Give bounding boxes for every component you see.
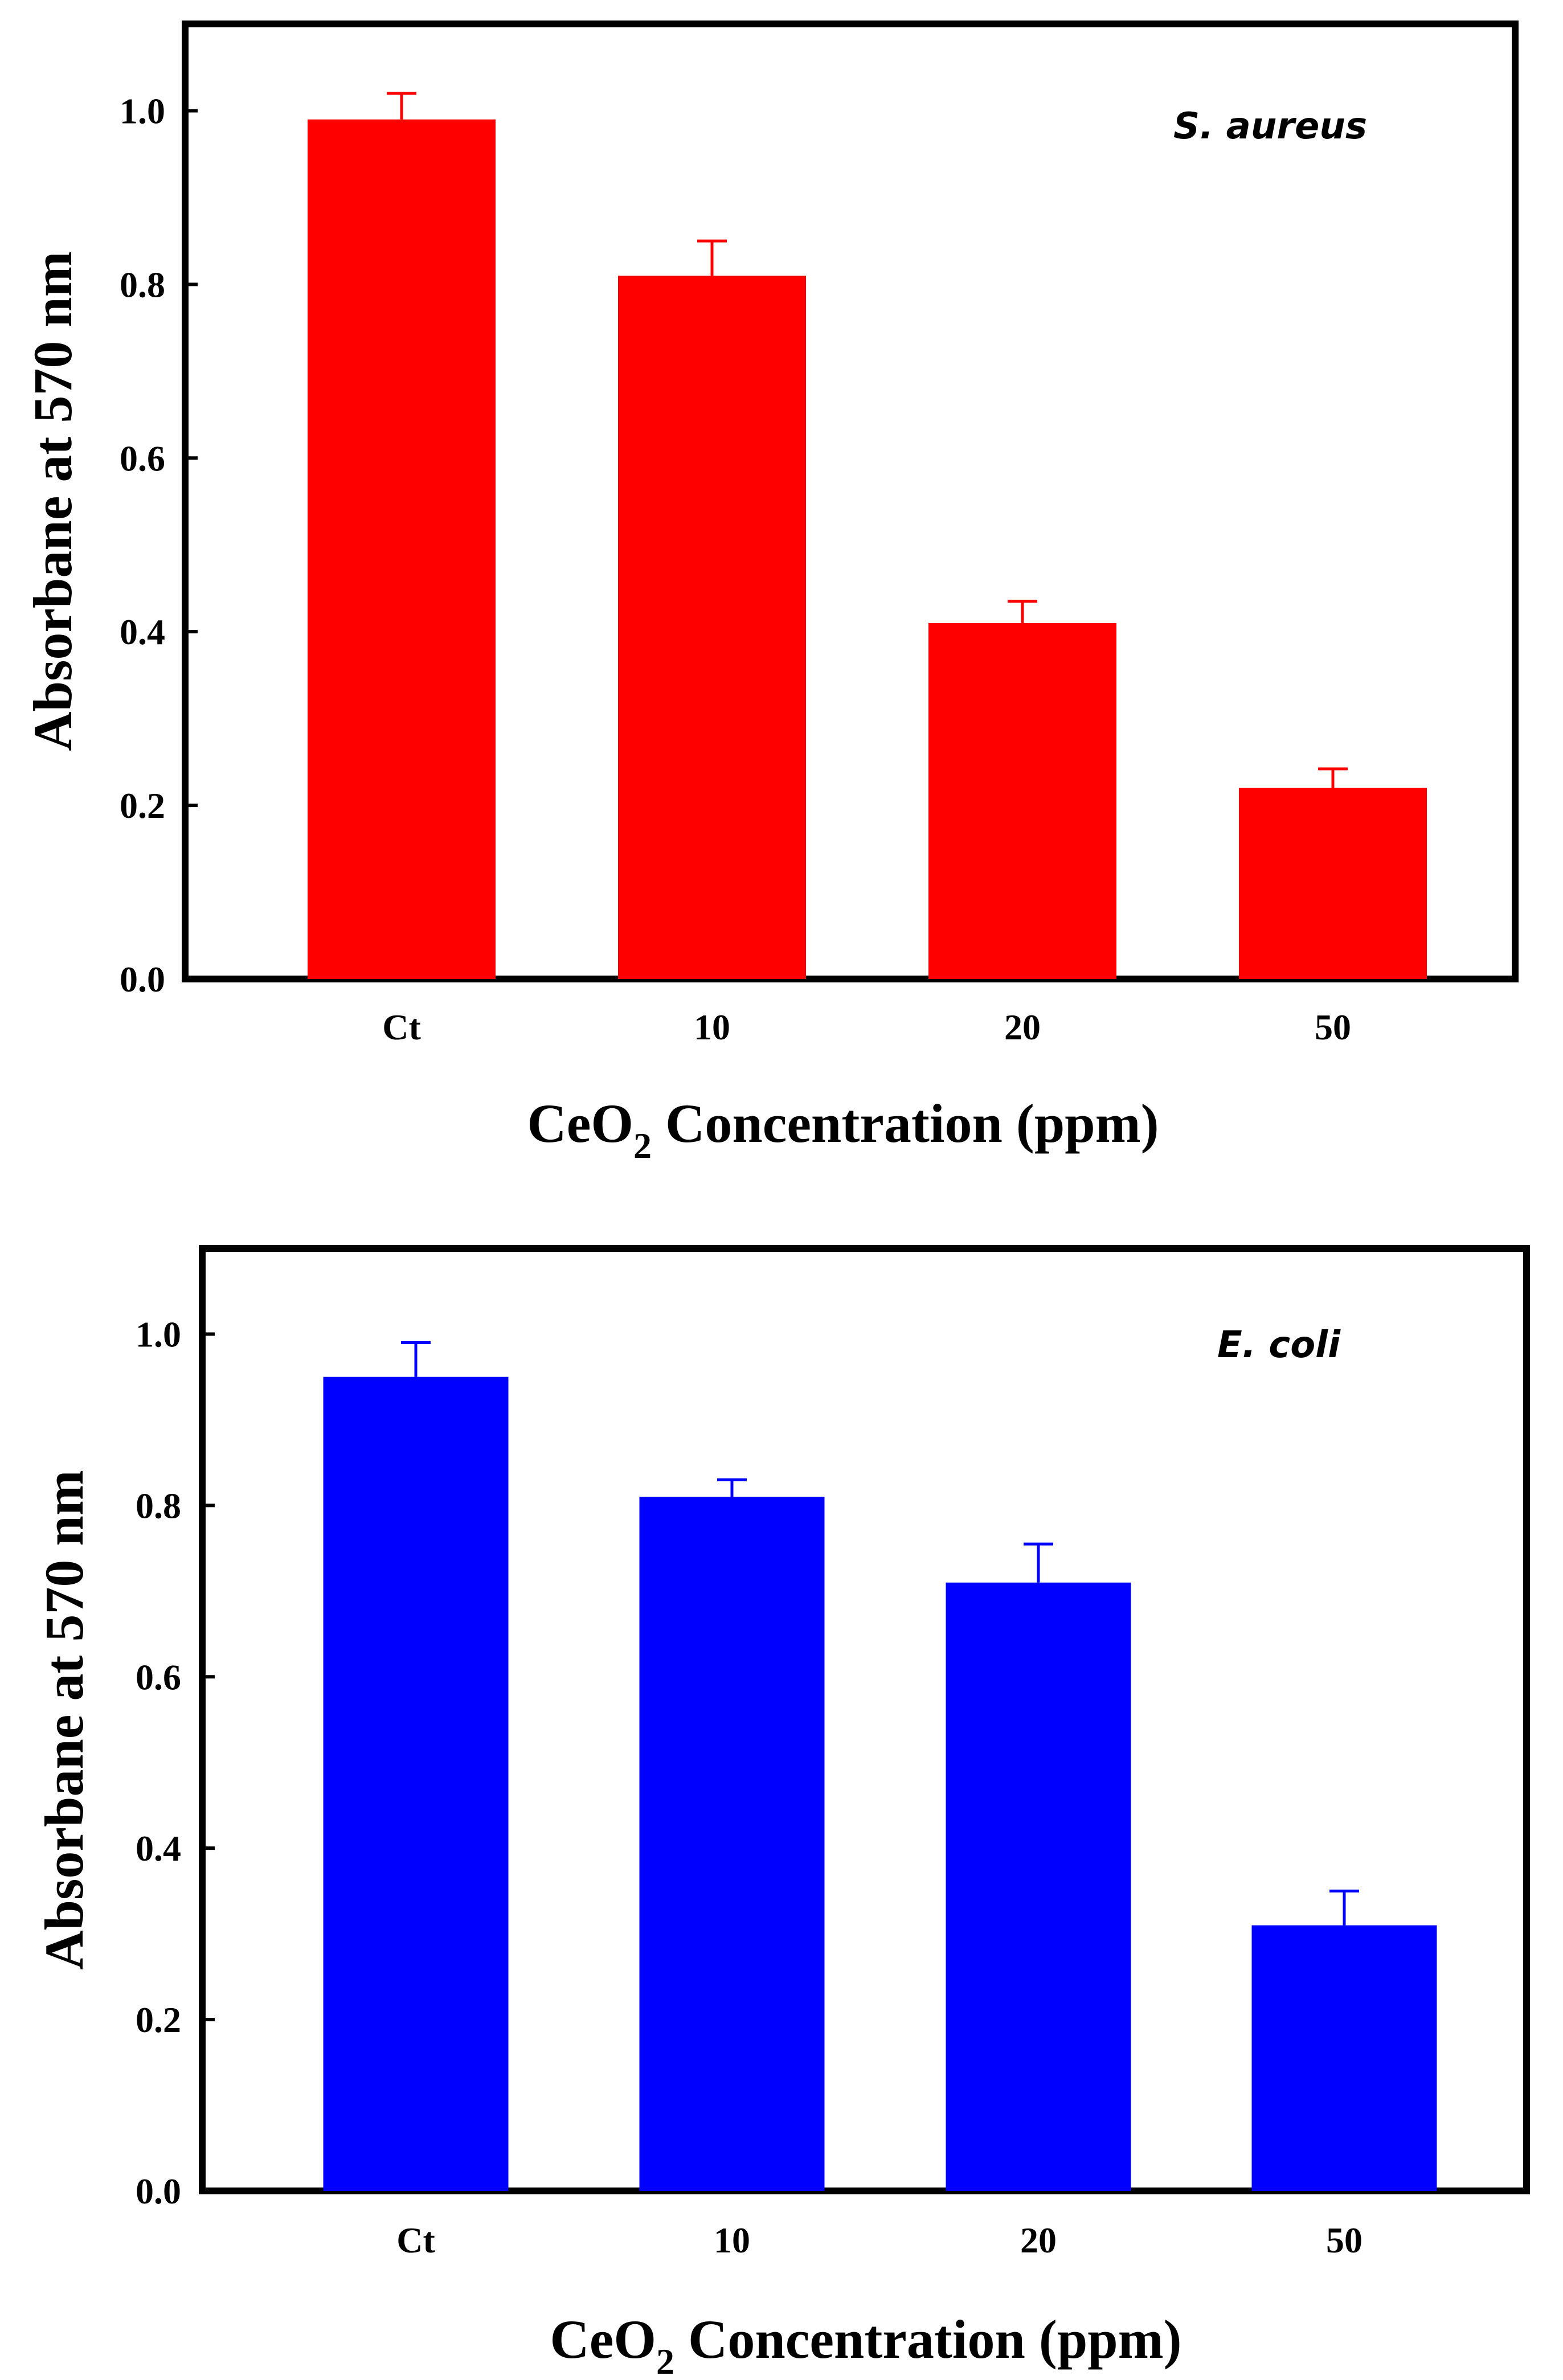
y-tick-label: 0.4 xyxy=(136,1828,181,1869)
chart-panel-e-coli: 0.0 0.2 0.4 0.6 0.8 1.0 Ct 10 20 50 E. coli Abso… xyxy=(34,1245,1530,2380)
bar-10 xyxy=(618,276,806,980)
annotation-label: S. aureus xyxy=(1173,105,1367,148)
plot-frame xyxy=(182,21,1519,982)
x-tick-group: Ct 10 20 50 xyxy=(382,1007,1351,1047)
x-axis-title-rest: Concentration (ppm) xyxy=(674,2309,1182,2370)
x-axis-title-main: CeO xyxy=(527,1093,633,1154)
x-tick-label: 10 xyxy=(694,1007,730,1047)
y-axis-title: Absorbane at 570 nm xyxy=(34,1470,95,1969)
x-tick-group: Ct 10 20 50 xyxy=(396,2220,1362,2260)
bar-group xyxy=(308,119,1427,980)
y-tick-label: 1.0 xyxy=(136,1314,181,1354)
bar-50 xyxy=(1251,1925,1437,2191)
x-tick-label: 20 xyxy=(1020,2220,1057,2260)
y-axis-title: Absorbane at 570 nm xyxy=(22,251,83,751)
x-axis-title-subscript: 2 xyxy=(656,2341,674,2380)
y-tick-label: 0.8 xyxy=(136,1485,181,1526)
y-tick-label: 0.0 xyxy=(120,959,165,999)
x-tick-label: Ct xyxy=(396,2220,435,2260)
bar-20 xyxy=(928,622,1116,979)
bar-group xyxy=(323,1377,1437,2191)
error-bar-group xyxy=(401,1341,1359,1926)
y-tick-label: 0.0 xyxy=(136,2171,181,2211)
x-tick-label: 20 xyxy=(1004,1007,1041,1047)
x-axis-title-main: CeO xyxy=(550,2309,656,2370)
y-tick-label: 0.6 xyxy=(136,1657,181,1697)
x-axis-title: CeO2 Concentration (ppm) xyxy=(527,1093,1159,1166)
x-tick-label: 50 xyxy=(1315,1007,1351,1047)
x-axis-title-subscript: 2 xyxy=(633,1125,652,1166)
x-tick-label: 50 xyxy=(1326,2220,1362,2260)
x-tick-label: 10 xyxy=(714,2220,750,2260)
y-tick-group: 0.0 0.2 0.4 0.6 0.8 1.0 xyxy=(120,91,198,999)
y-tick-label: 0.2 xyxy=(120,785,165,826)
bar-10 xyxy=(639,1497,825,2191)
y-tick-label: 1.0 xyxy=(120,91,165,131)
y-tick-label: 0.2 xyxy=(136,2000,181,2040)
bar-ct xyxy=(308,119,496,980)
y-tick-label: 0.4 xyxy=(120,612,165,652)
x-axis-title: CeO2 Concentration (ppm) xyxy=(550,2309,1181,2380)
bar-20 xyxy=(946,1582,1131,2191)
x-axis-title-rest: Concentration (ppm) xyxy=(652,1093,1159,1154)
x-tick-label: Ct xyxy=(382,1007,421,1047)
y-tick-label: 0.6 xyxy=(120,438,165,478)
bar-ct xyxy=(323,1377,509,2191)
plot-frame xyxy=(199,1245,1530,2194)
y-tick-group: 0.0 0.2 0.4 0.6 0.8 1.0 xyxy=(136,1314,215,2211)
annotation-label: E. coli xyxy=(1217,1324,1341,1366)
y-tick-label: 0.8 xyxy=(120,264,165,305)
error-bar-group xyxy=(387,92,1348,788)
chart-panel-s-aureus: 0.0 0.2 0.4 0.6 0.8 1.0 Ct 10 20 50 S. aureus Ab… xyxy=(22,21,1519,1166)
bar-50 xyxy=(1239,788,1427,979)
